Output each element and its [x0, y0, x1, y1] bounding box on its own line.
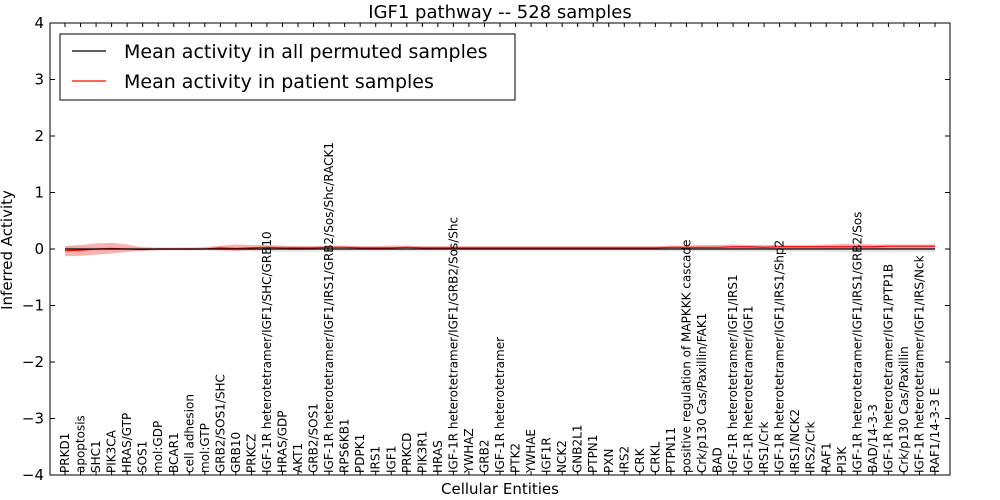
x-category-label: AKT1 [291, 443, 305, 473]
x-category-label: Crk/p130 Cas/Paxillin/FAK1 [695, 313, 709, 473]
legend-label-patient: Mean activity in patient samples [124, 71, 434, 93]
y-tick-label: −3 [22, 410, 44, 428]
x-category-label: RAF1/14-3-3 E [928, 388, 942, 473]
x-category-label: mol:GDP [151, 421, 165, 473]
x-category-label: PI3K [835, 446, 849, 473]
series-lines [64, 245, 935, 252]
x-category-label: PRKCD [400, 433, 414, 473]
x-category-label: mol:GTP [198, 423, 212, 473]
x-category-label: YWHAE [524, 429, 538, 474]
x-category-label: CRKL [648, 441, 662, 473]
y-tick-label: 4 [34, 14, 44, 32]
y-axis-label: Inferred Activity [0, 190, 16, 310]
x-category-label: IGF-1R heterotetramer/IGF1/IRS1 [726, 274, 740, 473]
x-category-label: IRS1/NCK2 [788, 409, 802, 473]
x-category-label: IGF-1R heterotetramer/IGF1/IRS1/Shp2 [773, 240, 787, 473]
x-category-label: IGF-1R heterotetramer/IGF1/IRS/Nck [912, 255, 926, 473]
x-category-label: IGF-1R heterotetramer/IGF1/SHC/GRB10 [260, 231, 274, 473]
x-category-label: PTK2 [509, 443, 523, 473]
x-category-label: IGF-1R heterotetramer/IGF1/GRB2/Sos/Shc [446, 217, 460, 473]
x-category-label: PIK3R1 [415, 431, 429, 473]
x-category-label: IRS1/Crk [757, 422, 771, 473]
x-category-label: IGF-1R heterotetramer/IGF1/IRS1/GRB2/Sos [850, 212, 864, 473]
x-category-label: GRB2/SOS1/SHC [213, 374, 227, 473]
y-tick-label: 3 [34, 71, 44, 89]
x-category-label: SOS1 [136, 441, 150, 473]
y-tick-label: 1 [34, 184, 44, 202]
x-category-label: PXN [602, 449, 616, 473]
x-category-label: IRS2 [617, 446, 631, 473]
x-category-label: IGF-1R heterotetramer/IGF1 [742, 306, 756, 473]
x-category-label: PRKCZ [244, 434, 258, 473]
x-category-label: RAF1 [819, 442, 833, 473]
x-category-label: apoptosis [74, 415, 88, 473]
x-category-label: YWHAZ [462, 428, 476, 474]
chart-title: IGF1 pathway -- 528 samples [368, 2, 631, 23]
y-axis-ticks: 4 3 2 1 0 −1 −2 −3 −4 [22, 14, 950, 484]
x-category-label: BAD [711, 447, 725, 473]
x-category-label: IGF-1R heterotetramer [493, 337, 507, 473]
x-category-label: IGF-1R heterotetramer/IGF1/IRS1/GRB2/Sos… [322, 142, 336, 473]
x-category-label: GRB10 [229, 432, 243, 473]
y-tick-label: −2 [22, 353, 44, 371]
x-category-label: BAD/14-3-3 [866, 404, 880, 473]
y-tick-label: −1 [22, 297, 44, 315]
x-category-label: IRS2/Crk [804, 422, 818, 473]
legend: Mean activity in all permuted samples Me… [59, 33, 516, 101]
x-category-label: SHC1 [89, 440, 103, 473]
x-category-label: RPS6KB1 [338, 418, 352, 473]
x-category-label: HRAS/GTP [120, 413, 134, 473]
x-axis-ticks: PRKD1 apoptosis SHC1 PIK3CA HRAS/GTP SOS1 mol:… [58, 23, 942, 475]
x-category-label: PIK3CA [105, 429, 119, 473]
plot-frame [49, 22, 951, 476]
band-series-1 [65, 242, 935, 257]
x-axis-label: Cellular Entities [441, 480, 559, 498]
x-category-label: BCAR1 [167, 432, 181, 473]
x-category-label: IRS1 [369, 446, 383, 473]
x-category-label: HRAS [431, 440, 445, 473]
y-tick-label: −4 [22, 466, 44, 484]
x-category-label: Crk/p130 Cas/Paxillin [897, 346, 911, 473]
x-category-label: GNB2L1 [571, 425, 585, 473]
x-category-label: PTPN1 [586, 435, 600, 473]
x-category-label: IGF-1R heterotetramer/IGF1/PTP1B [881, 264, 895, 473]
legend-label-permuted: Mean activity in all permuted samples [124, 41, 487, 63]
x-category-label: positive regulation of MAPKKK cascade [679, 240, 693, 473]
x-category-label: CRK [633, 447, 647, 473]
x-category-label: HRAS/GDP [276, 410, 290, 473]
x-category-label: PDPK1 [353, 434, 367, 473]
x-category-label: PRKD1 [58, 433, 72, 473]
y-tick-label: 2 [34, 127, 44, 145]
x-category-label: NCK2 [555, 440, 569, 473]
x-category-label: cell adhesion [182, 394, 196, 473]
legend-box [59, 33, 516, 101]
x-category-label: IGF1 [384, 446, 398, 473]
x-category-label: IGF1R [540, 437, 554, 473]
x-category-label: PTPN11 [664, 427, 678, 473]
x-category-label: GRB2/SOS1 [307, 403, 321, 473]
x-category-label: GRB2 [477, 439, 491, 473]
y-tick-label: 0 [34, 240, 44, 258]
